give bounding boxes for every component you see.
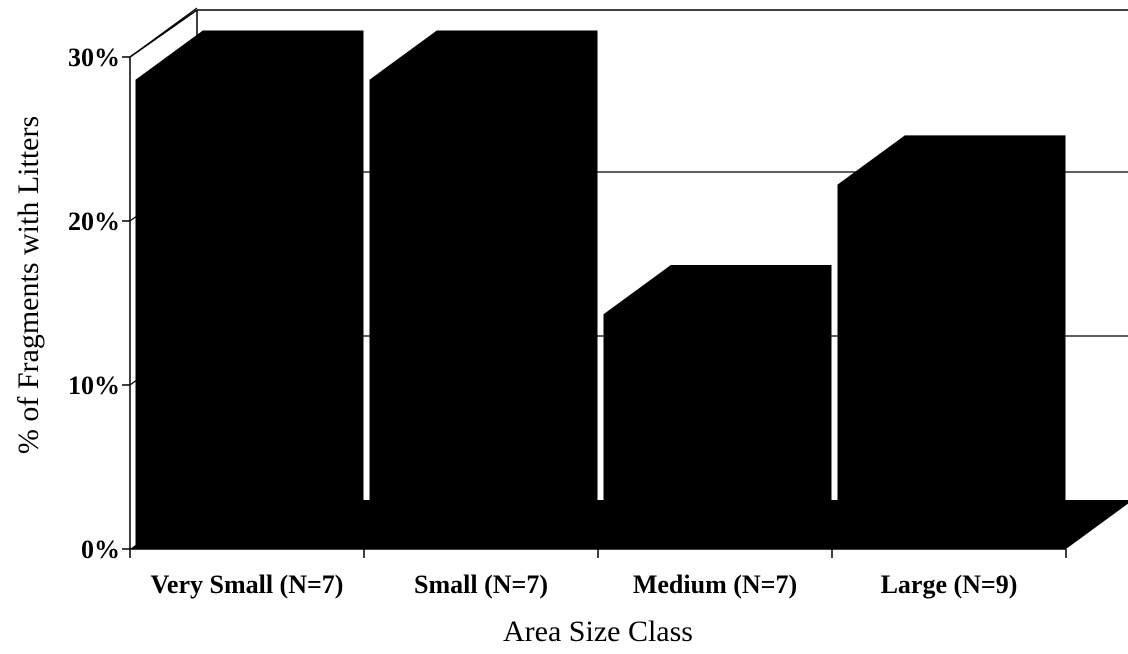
gridline-side <box>129 7 198 58</box>
bar-shape <box>369 30 598 550</box>
x-tick-label: Small (N=7) <box>414 570 548 599</box>
y-tick-labels: 0% 10% 20% 30% <box>68 43 120 564</box>
bar <box>603 264 832 550</box>
y-tick-label: 30% <box>68 43 120 72</box>
bar <box>837 135 1066 550</box>
y-axis-title: % of Fragments with Litters <box>12 116 45 454</box>
bar-shape <box>603 264 832 550</box>
bar-shape <box>135 30 364 550</box>
bars <box>135 30 1066 550</box>
x-tick-labels: Very Small (N=7) Small (N=7) Medium (N=7) L… <box>151 570 1018 599</box>
y-tick-label: 10% <box>68 371 120 400</box>
x-axis-title: Area Size Class <box>503 615 693 648</box>
x-tick-label: Very Small (N=7) <box>151 570 344 599</box>
bar <box>369 30 598 550</box>
x-tick-label: Large (N=9) <box>881 570 1018 599</box>
axes <box>122 56 1067 558</box>
x-tick-label: Medium (N=7) <box>633 570 797 599</box>
y-tick-label: 20% <box>68 207 120 236</box>
bar-shape <box>837 135 1066 550</box>
bar <box>135 30 364 550</box>
y-tick-label: 0% <box>81 535 120 564</box>
